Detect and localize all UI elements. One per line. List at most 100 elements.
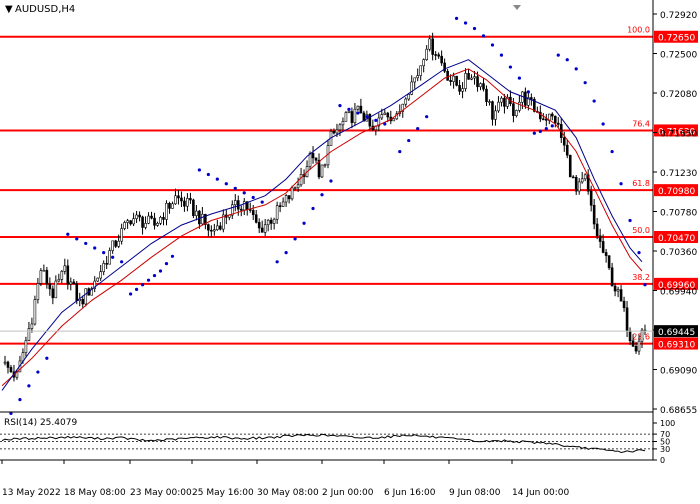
candle-body [30, 323, 34, 329]
candle-body [230, 204, 234, 216]
candle-body [219, 225, 222, 230]
candle-body [290, 187, 294, 200]
sar-dot [356, 111, 360, 115]
candle-body [571, 176, 575, 179]
candle-body [213, 229, 216, 232]
candle-body [524, 91, 527, 106]
candle-body [482, 83, 485, 90]
candle-body [320, 164, 324, 178]
candle-body [542, 118, 545, 121]
candle-body [33, 299, 37, 325]
candle-body [455, 75, 458, 86]
candle-body [174, 195, 177, 205]
candle-body [407, 94, 411, 100]
sar-dot [526, 90, 530, 94]
candle-body [36, 283, 40, 300]
candle-body [527, 97, 530, 106]
sar-dot [472, 26, 477, 31]
sar-dot [374, 118, 378, 122]
candle-body [204, 213, 207, 225]
candle-body [216, 225, 219, 230]
x-tick-label: 25 May 16:00 [192, 488, 254, 498]
candle-body [114, 240, 117, 247]
candle-body [437, 54, 440, 57]
candle-body [619, 289, 623, 302]
candle-body [500, 97, 503, 103]
sar-dot [170, 254, 175, 258]
candle-body [135, 214, 138, 219]
candle-body [201, 213, 204, 225]
rsi-line [1, 433, 646, 454]
candle-body [464, 73, 467, 89]
candle-body [183, 200, 186, 207]
candle-body [57, 279, 61, 282]
candle-body [506, 96, 509, 107]
candle-body [48, 283, 52, 290]
candle-body [236, 200, 240, 210]
sar-dot [75, 237, 79, 241]
candle-body [144, 222, 147, 228]
sar-dot [329, 179, 333, 183]
sar-dot [517, 76, 521, 80]
candle-body [479, 83, 482, 88]
candle-body [251, 210, 255, 216]
sar-dot [320, 193, 324, 197]
sar-dot [398, 149, 402, 154]
fib-price-label: 0.70980 [658, 187, 695, 197]
candle-body [278, 205, 282, 207]
candle-body [299, 174, 303, 186]
sar-dot [601, 122, 605, 126]
sar-dot [481, 34, 486, 38]
candle-body [362, 112, 366, 122]
candle-body [141, 216, 144, 228]
candle-body [254, 214, 258, 223]
candle-body [168, 202, 171, 209]
candle-body [284, 195, 288, 203]
sar-dot [284, 251, 288, 255]
candle-body [419, 65, 422, 76]
symbol-label-arrow[interactable]: ▼ [5, 4, 13, 15]
candle-body [488, 101, 491, 103]
candle-body [84, 288, 88, 305]
candle-body [428, 38, 431, 50]
candle-body [177, 195, 180, 199]
candle-body [335, 129, 339, 134]
candle-body [296, 184, 300, 189]
candle-body [503, 97, 506, 107]
candle-body [210, 229, 213, 232]
scroll-to-end-button[interactable] [510, 2, 524, 14]
sar-dot [619, 182, 623, 186]
candle-body [323, 164, 327, 167]
sar-dot [111, 255, 115, 259]
y-tick-label: 0.72500 [660, 51, 697, 61]
candle-body [539, 111, 542, 120]
sar-dot [583, 81, 587, 85]
fib-price-label: 0.70470 [658, 234, 695, 244]
candle-body [512, 103, 515, 117]
candle-body [269, 219, 273, 224]
candle-body [568, 154, 572, 178]
candle-body [260, 227, 264, 233]
sar-dot [592, 99, 596, 103]
candle-body [138, 214, 141, 218]
sar-dot [233, 186, 237, 190]
sar-dot [637, 251, 641, 255]
candle-body [434, 54, 437, 56]
sar-dot [463, 21, 468, 25]
candle-body [518, 101, 521, 111]
candle-body [595, 223, 599, 237]
sar-dot [574, 67, 578, 71]
x-tick-label: 2 Jun 00:00 [322, 488, 374, 498]
sar-dot [9, 411, 13, 415]
sar-dot [302, 221, 306, 225]
candle-body [192, 199, 195, 216]
candle-body [96, 277, 100, 282]
candle-body [613, 285, 617, 292]
x-tick-label: 23 May 00:00 [130, 488, 192, 498]
x-tick-label: 9 Jun 08:00 [449, 488, 501, 498]
sar-dot [260, 200, 264, 204]
sar-dot [610, 149, 614, 154]
candle-body [485, 88, 488, 102]
